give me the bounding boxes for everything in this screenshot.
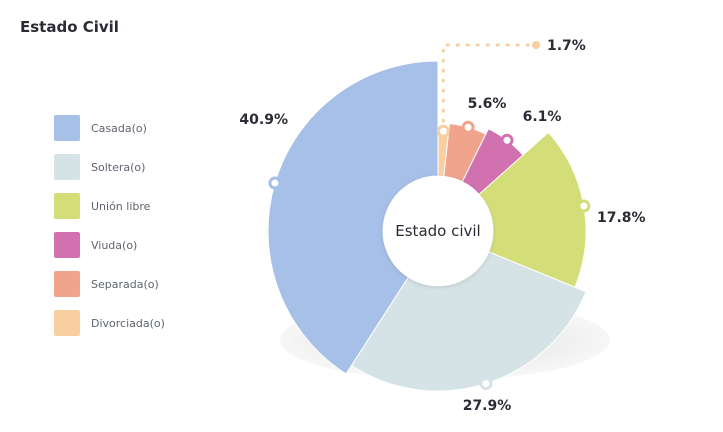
data-label-divorciada: 1.7% [547,38,586,54]
data-label-viuda: 6.1% [523,109,562,125]
slice-marker-viuda [500,133,514,147]
data-label-union_libre: 17.8% [597,210,646,226]
slice-marker-separada [461,120,475,134]
leader-line-divorciada [441,43,538,133]
chart-title: Estado Civil [20,18,119,36]
legend-item-divorciada: Divorciada(o) [54,310,165,336]
legend-label: Unión libre [91,199,151,213]
legend-swatch [54,193,80,219]
legend-label: Casada(o) [91,121,147,135]
legend-item-separada: Separada(o) [54,271,165,297]
legend-label: Separada(o) [91,277,159,291]
slice-marker-soltera [479,377,493,391]
legend-label: Divorciada(o) [91,316,165,330]
legend-item-soltera: Soltera(o) [54,154,165,180]
legend-item-casada: Casada(o) [54,115,165,141]
legend-swatch [54,310,80,336]
leader-end-dot [532,41,540,49]
legend-swatch [54,154,80,180]
slice-marker-divorciada [436,124,450,138]
data-label-separada: 5.6% [468,96,507,112]
slice-marker-casada [268,176,282,190]
data-label-casada: 40.9% [239,112,288,128]
slice-labels: 1.7% 5.6% 6.1% 17.8% 27.9% 40.9% [239,38,645,414]
pie-slices [267,60,587,392]
slice-marker-union_libre [577,199,591,213]
legend-swatch [54,232,80,258]
legend: Casada(o) Soltera(o) Unión libre Viuda(o) Se… [54,115,165,349]
legend-item-union_libre: Unión libre [54,193,165,219]
center-hole [383,176,493,286]
center-label: Estado civil [395,222,480,240]
legend-item-viuda: Viuda(o) [54,232,165,258]
legend-swatch [54,271,80,297]
data-label-soltera: 27.9% [463,398,512,414]
legend-label: Viuda(o) [91,238,138,252]
legend-label: Soltera(o) [91,160,146,174]
legend-swatch [54,115,80,141]
leader-lines [441,41,540,133]
